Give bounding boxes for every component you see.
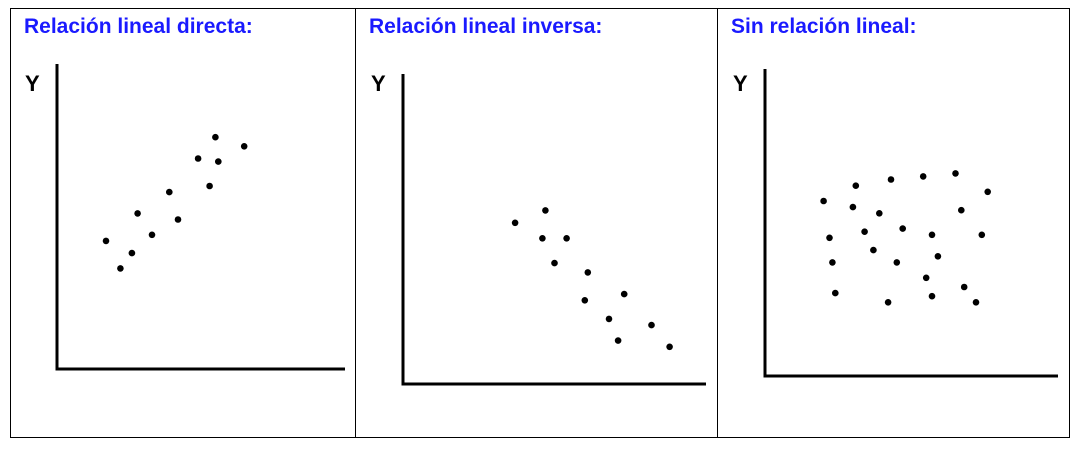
data-point	[978, 231, 986, 239]
data-point	[829, 259, 836, 266]
y-axis-label: Y	[733, 71, 748, 96]
data-point	[958, 206, 965, 214]
data-point	[826, 234, 833, 242]
panel-direct: Relación lineal directa: Y	[11, 9, 356, 437]
data-point	[174, 216, 182, 223]
panel-title: Relación lineal inversa:	[369, 15, 603, 38]
data-point	[870, 246, 877, 254]
comparison-table: Relación lineal directa: Y Relación line…	[10, 8, 1070, 438]
data-point	[899, 225, 906, 232]
scatter-plot-direct: Y	[25, 64, 345, 371]
data-point	[194, 155, 202, 162]
y-axis-label: Y	[371, 71, 386, 96]
data-point	[832, 289, 839, 297]
data-point	[539, 235, 546, 242]
data-point	[852, 182, 860, 189]
data-point	[117, 265, 124, 272]
data-point	[542, 207, 549, 214]
data-point	[206, 182, 213, 190]
data-point	[849, 203, 857, 211]
data-point	[884, 299, 892, 306]
data-point	[563, 235, 570, 242]
data-point	[666, 343, 673, 351]
data-point	[984, 188, 991, 196]
data-point	[240, 143, 248, 150]
panel-title: Sin relación lineal:	[731, 15, 917, 38]
data-point	[166, 188, 173, 196]
data-point	[876, 210, 883, 217]
data-point	[893, 259, 901, 266]
data-point	[648, 321, 655, 329]
data-point	[620, 290, 628, 298]
data-point	[102, 237, 110, 245]
y-axis-label: Y	[25, 71, 40, 96]
scatter-plot-inverse: Y	[371, 71, 706, 386]
data-point	[928, 292, 936, 300]
data-point	[584, 269, 592, 276]
data-point	[934, 253, 942, 260]
data-point	[952, 170, 959, 177]
data-point	[551, 259, 558, 267]
data-point	[887, 176, 895, 183]
data-point	[215, 158, 222, 165]
data-point	[148, 231, 156, 239]
data-point	[960, 283, 968, 291]
scatter-plot-none: Y	[733, 69, 1058, 378]
data-point	[614, 337, 622, 344]
data-point	[581, 297, 589, 304]
data-point	[919, 173, 927, 180]
data-point	[212, 133, 219, 141]
data-point	[134, 210, 141, 217]
data-point	[128, 249, 136, 257]
data-point	[922, 274, 930, 282]
data-point	[861, 228, 868, 235]
panel-inverse: Relación lineal inversa: Y	[356, 9, 718, 437]
data-point	[820, 197, 827, 205]
panel-none: Sin relación lineal: Y	[718, 9, 1069, 437]
data-point	[511, 219, 519, 227]
data-point	[972, 299, 980, 306]
data-point	[928, 231, 936, 239]
panel-title: Relación lineal directa:	[24, 15, 253, 38]
data-point	[605, 315, 613, 323]
